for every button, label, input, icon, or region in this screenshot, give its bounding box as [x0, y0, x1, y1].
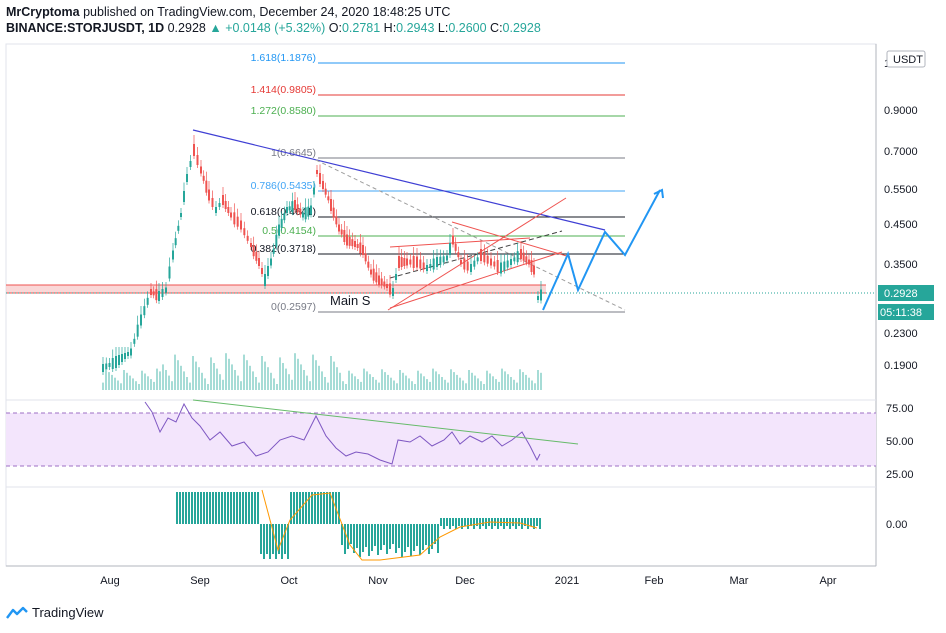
open-label: O: [328, 21, 342, 35]
fib-label: 1(0.6645) [271, 147, 316, 159]
support-zone [6, 285, 546, 293]
author-name[interactable]: MrCryptoma [6, 5, 80, 19]
price-axis-label: 0.3500 [884, 259, 918, 271]
time-axis-label: Dec [455, 575, 475, 587]
brand-name[interactable]: TradingView [32, 605, 104, 620]
channel-line-2 [389, 237, 531, 248]
volume-bars [102, 353, 542, 390]
rsi-trendline [192, 399, 579, 445]
symbol-line: BINANCE:STORJUSDT, 1D 0.2928 ▲ +0.0148 (… [6, 20, 541, 36]
price-axis-label: 0.5500 [884, 184, 918, 196]
projection-path [542, 189, 661, 311]
countdown-tag [878, 304, 934, 320]
dashed-trendline [315, 159, 626, 311]
time-axis-label: Aug [100, 575, 120, 587]
rsi-axis-label: 25.00 [886, 469, 914, 481]
main-support-label[interactable]: Main S [330, 293, 371, 308]
high-value: 0.2943 [396, 21, 435, 35]
rsi-axis-label: 50.00 [886, 436, 914, 448]
currency-badge-label: USDT [893, 54, 923, 66]
macd-axis: 0.00 [886, 519, 907, 531]
footer: TradingView [6, 605, 104, 620]
low-value: 0.2600 [448, 21, 487, 35]
rsi-line [144, 401, 541, 465]
fib-lines [318, 62, 625, 313]
time-axis-label: Oct [280, 575, 297, 587]
macd-histogram [176, 492, 541, 559]
close-label: C: [490, 21, 503, 35]
time-axis-label: Sep [190, 575, 210, 587]
price-axis[interactable]: 0.9000 0.7000 0.5500 0.4500 0.3500 0.2300 0.19… [884, 105, 918, 372]
chart-header: MrCryptoma published on TradingView.com,… [6, 4, 541, 36]
price-candles [102, 135, 542, 375]
projection-arrowhead [653, 188, 664, 199]
countdown-tag-value: 05:11:38 [880, 307, 922, 319]
time-axis-label: Nov [368, 575, 388, 587]
symbol-name[interactable]: BINANCE:STORJUSDT, 1D [6, 21, 165, 35]
fib-label: 0.5(0.4154) [262, 225, 316, 237]
fib-label: 1.618(1.1876) [251, 52, 316, 64]
fib-label: 1.414(0.9805) [251, 84, 316, 96]
price-tag [878, 285, 934, 301]
low-label: L: [437, 21, 449, 35]
tradingview-logo-icon [6, 606, 28, 619]
time-axis-label: Feb [645, 575, 664, 587]
fib-label: 0.786(0.5435) [251, 180, 316, 192]
fib-label: 0(0.2597) [271, 301, 316, 313]
price-axis-label: 0.2300 [884, 328, 918, 340]
open-value: 0.2781 [341, 21, 381, 35]
channel-line-3 [389, 251, 563, 309]
publish-info: published on TradingView.com, December 2… [83, 5, 451, 19]
price-axis-label: 0.1900 [884, 360, 918, 372]
publish-line: MrCryptoma published on TradingView.com,… [6, 4, 541, 20]
time-axis[interactable]: Aug Sep Oct Nov Dec 2021 Feb Mar Apr [100, 575, 837, 587]
time-axis-label: Mar [730, 575, 749, 587]
chart-border [5, 43, 877, 567]
currency-badge[interactable] [886, 50, 926, 68]
price-axis-label: 0.9000 [884, 105, 918, 117]
high-label: H: [383, 21, 397, 35]
macd-axis-label: 0.00 [886, 519, 907, 531]
fib-labels: 1.618(1.1876) 1.414(0.9805) 1.272(0.8580) 1… [251, 52, 316, 313]
rsi-axis-label: 75.00 [886, 403, 914, 415]
up-arrow-icon: ▲ [209, 21, 222, 35]
channel-line-4 [451, 221, 571, 258]
last-price: 0.2928 [167, 21, 206, 35]
time-axis-label: 2021 [555, 575, 579, 587]
rsi-axis: 75.00 50.00 25.00 [886, 403, 914, 481]
price-axis-label: 0.4500 [884, 219, 918, 231]
channel-midline [389, 230, 563, 279]
close-value: 0.2928 [502, 21, 541, 35]
macd-signal-line [261, 489, 538, 561]
fib-label: 0.382(0.3718) [251, 243, 316, 255]
rsi-band [6, 413, 876, 466]
fib-label: 1.272(0.8580) [251, 105, 316, 117]
time-axis-label: Apr [819, 575, 836, 587]
price-tag-value: 0.2928 [884, 288, 918, 300]
price-change: +0.0148 (+5.32%) [225, 21, 326, 35]
price-axis-label: 0.7000 [884, 146, 918, 158]
descending-trendline [192, 129, 606, 231]
